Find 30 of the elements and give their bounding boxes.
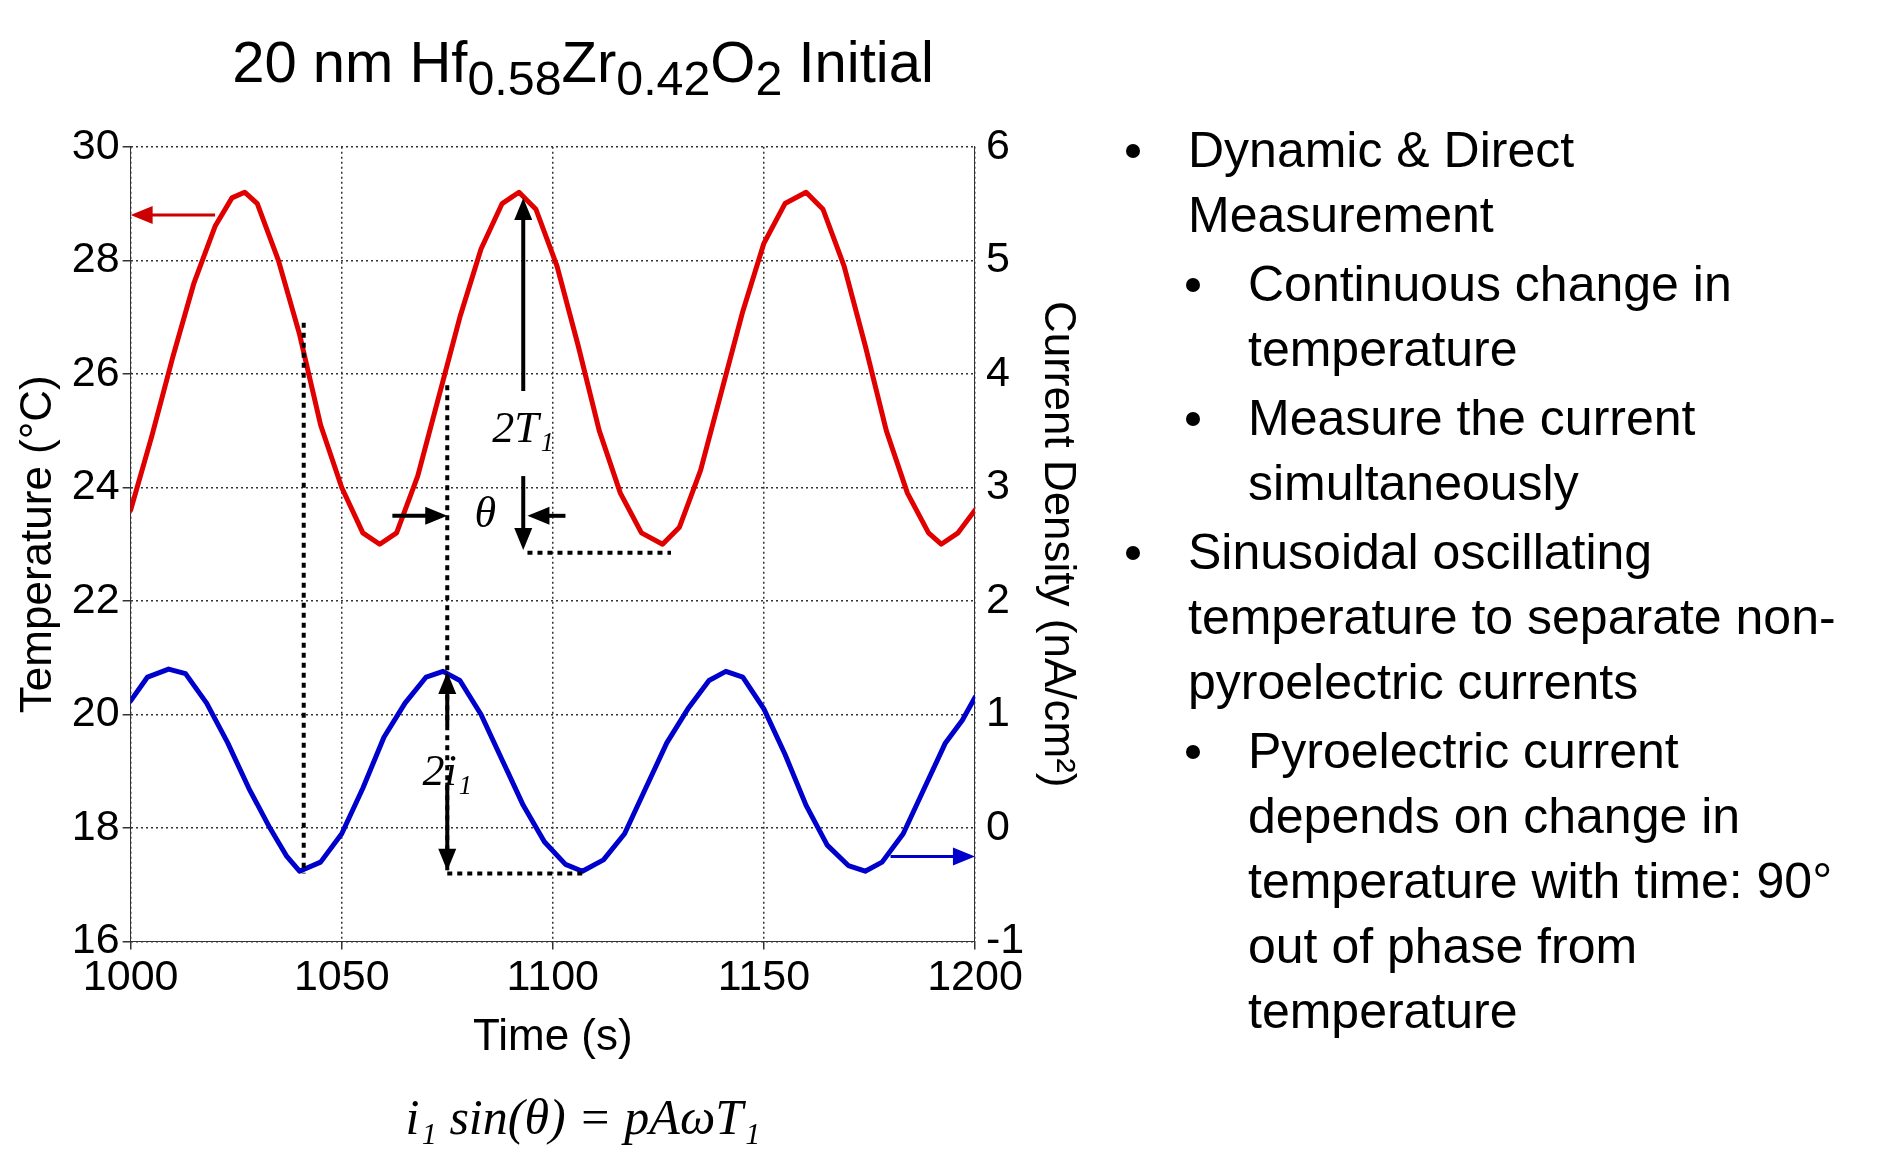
y2-tick-label: 3 (985, 460, 1010, 509)
y2-tick-label: 1 (985, 687, 1010, 736)
y-tick-label: 22 (71, 573, 120, 622)
y-tick-label: 30 (71, 119, 120, 168)
chart-title: 20 nm Hf$_{0.58}$Zr$_{0.42}$O$_{2}$ Initial (231, 28, 935, 107)
y-axis-title: Temperature (°C) (10, 375, 60, 714)
y-tick-label: 28 (71, 233, 120, 282)
x-tick-label: 1150 (717, 951, 811, 1000)
annotation: θ (474, 488, 497, 538)
y2-tick-label: 6 (985, 119, 1010, 168)
x-axis-title: Time (s) (472, 1009, 633, 1059)
y2-tick-label: 2 (985, 573, 1010, 622)
y-tick-label: 24 (71, 460, 120, 509)
x-tick-label: 1100 (506, 951, 600, 1000)
y-tick-label: 26 (71, 346, 120, 395)
text: Dynamic & Direct Measurement (1188, 121, 1576, 245)
text: Pyroelectric current depends on change in temperature with time: 90° out of phase from temperature (1248, 722, 1834, 1041)
x-tick-label: 1050 (293, 951, 390, 1000)
y2-tick-label: 0 (985, 800, 1010, 849)
text: Sinusoidal oscillating temperature to separate non-pyroelectric currents (1188, 523, 1837, 712)
y-tick-label: 20 (71, 687, 120, 736)
y2-tick-label: 5 (985, 233, 1010, 282)
text: i₁ sin(θ) = pAωT₁ (404, 1088, 762, 1146)
text: Continuous change in temperature (1248, 255, 1733, 379)
annotation: 2i₁ (422, 746, 473, 796)
y-tick-label: 18 (71, 800, 120, 849)
annotation: 2T₁ (492, 403, 555, 453)
y2-tick-label: 4 (985, 346, 1010, 395)
y2-axis-title: Current Density (nA/cm²) (1036, 300, 1086, 788)
text: Measure the current simultaneously (1248, 389, 1697, 513)
